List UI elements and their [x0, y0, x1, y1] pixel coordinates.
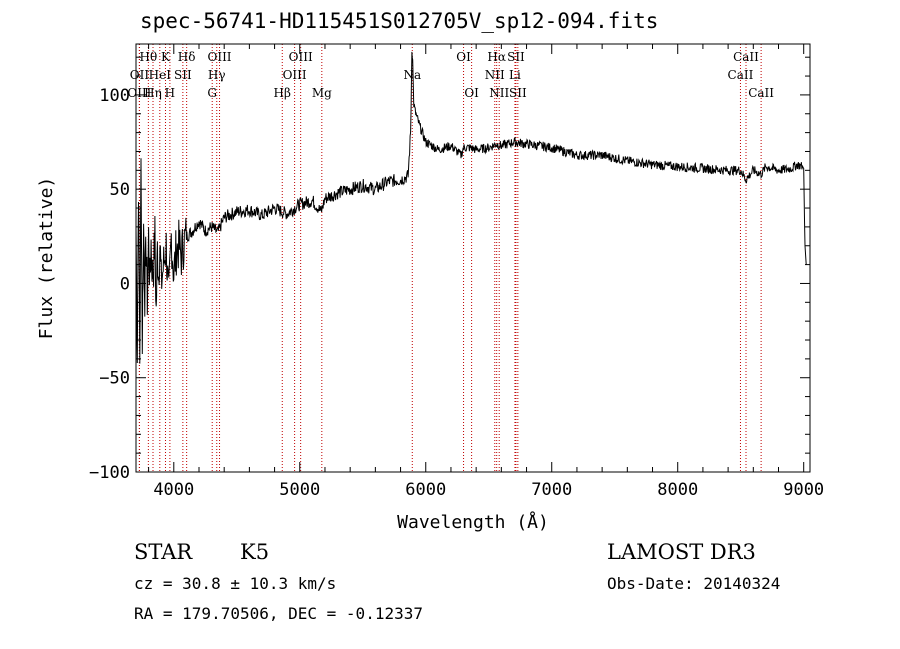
x-tick-label-5000: 5000: [279, 480, 320, 500]
survey-label: LAMOST DR3: [607, 540, 756, 564]
line-label-21: NII: [485, 68, 505, 82]
obs-date-label: Obs-Date: 20140324: [607, 574, 781, 593]
y-tick-label-0: 0: [120, 274, 130, 294]
line-label-20: SII: [507, 50, 525, 64]
line-label-11: G: [207, 86, 217, 100]
x-axis-label: Wavelength (Å): [397, 511, 549, 533]
y-tick-label-50: 50: [110, 180, 130, 200]
line-label-3: K: [161, 50, 171, 64]
line-label-15: Mg: [312, 86, 332, 100]
line-label-27: CaII: [748, 86, 774, 100]
plot-frame: [135, 43, 811, 473]
y-axis-label: Flux (relative): [36, 177, 57, 340]
line-label-18: OI: [464, 86, 479, 100]
emission-line-labels: Hθ OII OIII K HeI Hη Hδ SII H OIII Hγ G OIII OIII Hβ Mg…: [127, 50, 774, 100]
line-label-1: OII: [130, 68, 150, 82]
line-label-5: Hη: [144, 86, 162, 100]
line-label-25: CaII: [733, 50, 759, 64]
line-label-10: Hγ: [208, 68, 226, 82]
redshift-label: cz = 30.8 ± 10.3 km/s: [134, 574, 337, 593]
line-label-22: Li: [509, 68, 521, 82]
coordinates-label: RA = 179.70506, DEC = -0.12337: [134, 604, 423, 623]
spectrum-series: [135, 51, 807, 364]
line-label-8: H: [165, 86, 175, 100]
subclass-label: K5: [240, 540, 270, 564]
emission-line-markers: [138, 44, 762, 472]
line-label-13: OIII: [283, 68, 307, 82]
chart-title: spec-56741-HD115451S012705V_sp12-094.fit…: [140, 9, 659, 33]
line-label-26: CaII: [728, 68, 754, 82]
chart-axes: 4000 5000 6000 7000 8000 9000 −100 −50 0 50 100 Wav…: [36, 43, 824, 533]
class-label: STAR: [134, 540, 193, 564]
series-line-flux: [135, 51, 807, 364]
line-label-16: Na: [403, 68, 421, 82]
line-label-9: OIII: [207, 50, 231, 64]
x-tick-label-6000: 6000: [405, 480, 446, 500]
line-label-14: Hβ: [274, 86, 291, 100]
x-tick-label-7000: 7000: [531, 480, 572, 500]
line-label-17: OI: [456, 50, 471, 64]
line-label-24: SII: [509, 86, 527, 100]
x-tick-label-8000: 8000: [657, 480, 698, 500]
line-label-2: OIII: [127, 86, 151, 100]
y-tick-label-100: 100: [99, 86, 130, 106]
line-label-23: NII: [489, 86, 509, 100]
y-tick-label--100: −100: [89, 463, 130, 483]
line-label-4: HeI: [149, 68, 172, 82]
line-label-19: Hα: [487, 50, 506, 64]
y-tick-label--50: −50: [99, 369, 130, 389]
line-label-7: SII: [174, 68, 192, 82]
x-tick-label-9000: 9000: [783, 480, 824, 500]
line-label-12: OIII: [289, 50, 313, 64]
line-label-6: Hδ: [178, 50, 196, 64]
x-tick-label-4000: 4000: [153, 480, 194, 500]
line-label-0: Hθ: [139, 50, 157, 64]
